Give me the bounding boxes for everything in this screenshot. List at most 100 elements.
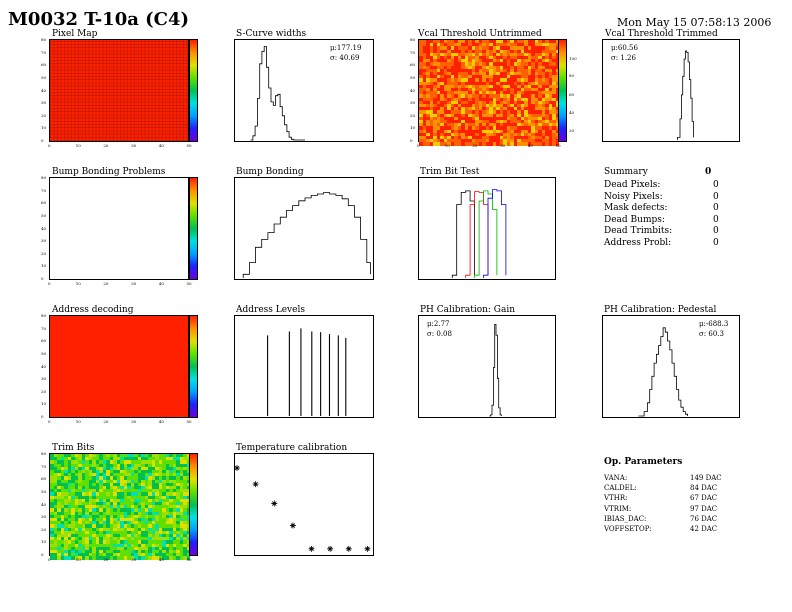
map-ytick: 40 bbox=[41, 501, 47, 507]
vcal-palette-tick-40: 40 bbox=[569, 110, 575, 115]
histogram-line bbox=[638, 327, 688, 417]
map-ytick: 30 bbox=[410, 100, 416, 106]
map-ytick: 60 bbox=[410, 62, 416, 68]
op-param-value: 76 DAC bbox=[690, 514, 718, 523]
summary-row-label: Address Probl: bbox=[604, 238, 672, 248]
vcal-untrimmed-map bbox=[418, 39, 559, 146]
scatter-point bbox=[289, 522, 296, 529]
histogram-line bbox=[489, 324, 502, 417]
op-param-label: VTRIM: bbox=[604, 504, 632, 513]
map-xtick: 40 bbox=[158, 557, 164, 562]
scatter-point bbox=[308, 545, 315, 552]
pixel-map bbox=[49, 39, 189, 142]
trim-bit-test-plot bbox=[418, 177, 556, 280]
op-param-value: 97 DAC bbox=[690, 504, 718, 513]
scatter-point bbox=[235, 464, 240, 471]
summary-row-value: 0 bbox=[713, 238, 719, 248]
histogram-line bbox=[242, 192, 371, 278]
map-ytick: 40 bbox=[41, 87, 47, 93]
map-ytick: 70 bbox=[41, 49, 47, 55]
map-ytick: 20 bbox=[41, 388, 47, 394]
pixel-map-title: Pixel Map bbox=[52, 29, 98, 39]
map-ytick: 30 bbox=[41, 238, 47, 244]
map-ytick: 10 bbox=[41, 401, 47, 407]
summary-row-value: 0 bbox=[713, 191, 719, 202]
map-ytick: 10 bbox=[41, 539, 47, 545]
address-decoding-title: Address decoding bbox=[52, 305, 134, 315]
ph-gain-mean: μ:2.77 bbox=[427, 320, 450, 328]
scurve-sigma: σ: 40.69 bbox=[330, 54, 360, 62]
vcal-palette-tick-100: 100 bbox=[569, 56, 577, 61]
map-ytick: 20 bbox=[410, 112, 416, 118]
map-ytick: 0 bbox=[41, 138, 44, 143]
map-ytick: 60 bbox=[41, 200, 47, 206]
trim-bits-map bbox=[49, 453, 190, 560]
map-ytick: 30 bbox=[41, 100, 47, 106]
map-ytick: 40 bbox=[410, 87, 416, 93]
vcal-palette-tick-80: 80 bbox=[569, 73, 575, 78]
vcal-trimmed-sigma: σ: 1.26 bbox=[611, 54, 636, 62]
summary-row-label: Noisy Pixels: bbox=[604, 191, 663, 202]
map-xtick: 0 bbox=[48, 281, 51, 286]
series-line-3 bbox=[483, 189, 507, 278]
timestamp: Mon May 15 07:58:13 2006 bbox=[617, 16, 772, 29]
scatter-marker bbox=[289, 522, 296, 529]
map-ytick: 20 bbox=[41, 526, 47, 532]
map-ytick: 60 bbox=[41, 476, 47, 482]
op-param-label: VANA: bbox=[604, 474, 628, 482]
map-xtick: 50 bbox=[186, 143, 192, 148]
map-ytick: 10 bbox=[41, 125, 47, 131]
scatter-marker bbox=[327, 545, 334, 552]
bump-problems-palette bbox=[189, 177, 198, 280]
bump-bonding-title: Bump Bonding bbox=[236, 167, 304, 177]
map-xtick: 20 bbox=[103, 419, 109, 424]
map-xtick: 40 bbox=[527, 143, 533, 148]
map-xtick: 20 bbox=[103, 557, 109, 562]
map-xtick: 0 bbox=[48, 419, 51, 424]
map-xtick: 50 bbox=[186, 419, 192, 424]
trim-bits-title: Trim Bits bbox=[52, 443, 95, 453]
map-ytick: 70 bbox=[41, 463, 47, 469]
ph-gain-sigma: σ: 0.08 bbox=[427, 330, 452, 338]
address-levels-plot bbox=[234, 315, 374, 418]
map-ytick: 80 bbox=[41, 175, 47, 181]
bump-problems-title: Bump Bonding Problems bbox=[52, 167, 166, 177]
scurve-title: S-Curve widths bbox=[236, 29, 307, 39]
scatter-point bbox=[364, 545, 371, 552]
map-xtick: 50 bbox=[186, 281, 192, 286]
map-ytick: 80 bbox=[41, 37, 47, 43]
scatter-marker bbox=[271, 500, 278, 507]
map-xtick: 10 bbox=[75, 419, 81, 424]
map-xtick: 20 bbox=[103, 143, 109, 148]
ph-gain-plot: μ:2.77 σ: 0.08 bbox=[418, 315, 556, 418]
map-xtick: 40 bbox=[158, 281, 164, 286]
op-parameters-title: Op. Parameters bbox=[604, 457, 683, 467]
series-line-2 bbox=[474, 190, 498, 278]
map-ytick: 10 bbox=[41, 263, 47, 269]
histogram-line bbox=[677, 50, 694, 140]
vcal-untrimmed-palette bbox=[558, 39, 567, 142]
map-ytick: 80 bbox=[41, 313, 47, 319]
map-xtick: 10 bbox=[75, 143, 81, 148]
map-ytick: 60 bbox=[41, 338, 47, 344]
map-ytick: 30 bbox=[41, 376, 47, 382]
map-xtick: 20 bbox=[472, 143, 478, 148]
scurve-plot: μ:177.19 σ: 40.69 bbox=[234, 39, 374, 142]
map-xtick: 30 bbox=[131, 419, 137, 424]
op-param-label: IBIAS_DAC: bbox=[604, 514, 647, 523]
map-ytick: 70 bbox=[41, 187, 47, 193]
ph-pedestal-sigma: σ: 60.3 bbox=[699, 330, 724, 338]
summary-row-label: Dead Trimbits: bbox=[604, 226, 673, 237]
map-ytick: 50 bbox=[41, 489, 47, 494]
vcal-trimmed-plot: μ:60.56 σ: 1.26 bbox=[602, 39, 740, 142]
scatter-marker bbox=[235, 464, 240, 471]
address-levels-title: Address Levels bbox=[236, 305, 305, 315]
series-line-1 bbox=[465, 191, 489, 278]
map-ytick: 40 bbox=[41, 225, 47, 231]
ph-pedestal-title: PH Calibration: Pedestal bbox=[604, 305, 717, 315]
scatter-point bbox=[345, 545, 352, 552]
scatter-point bbox=[271, 500, 278, 507]
address-decoding-map bbox=[49, 315, 189, 418]
op-param-value: 67 DAC bbox=[690, 494, 718, 503]
trim-bit-test-title: Trim Bit Test bbox=[420, 167, 480, 177]
